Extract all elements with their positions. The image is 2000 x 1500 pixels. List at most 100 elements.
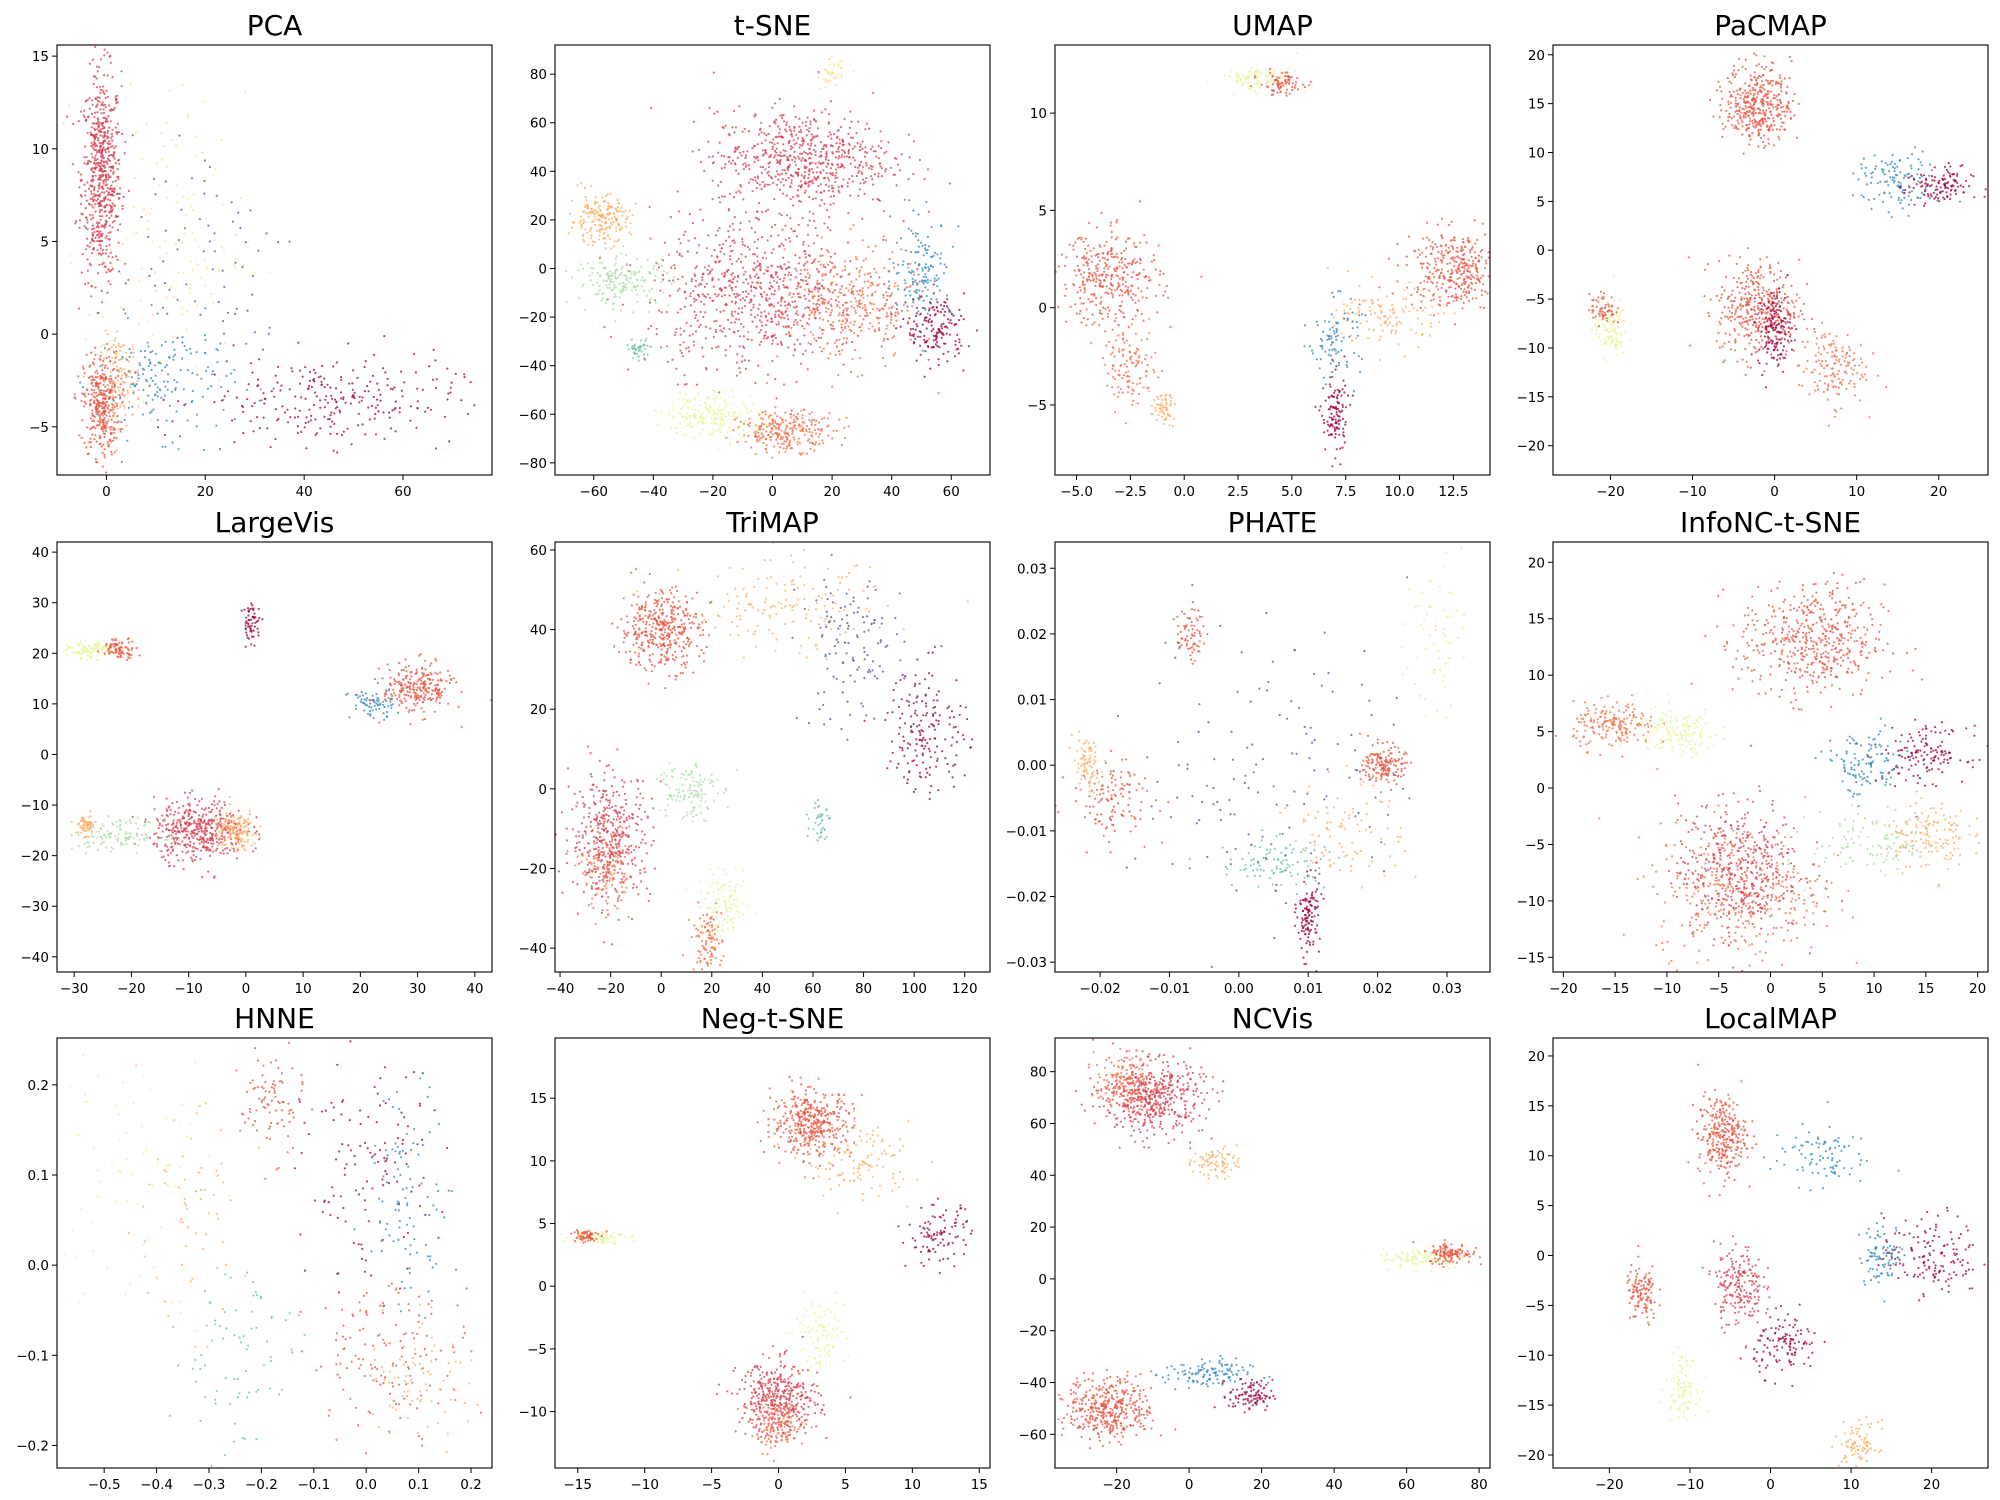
point (837, 145, 841, 148)
point (307, 420, 310, 424)
point (892, 354, 895, 357)
point (628, 276, 631, 279)
point (689, 414, 692, 417)
point (881, 357, 885, 360)
point (761, 411, 764, 414)
point (838, 312, 841, 315)
point (313, 380, 316, 383)
point (911, 277, 914, 280)
point (132, 205, 135, 209)
point (810, 311, 813, 315)
point (842, 309, 845, 312)
point (938, 346, 941, 349)
point (367, 406, 370, 409)
point (93, 227, 96, 230)
point (812, 109, 816, 112)
cluster-8 (890, 283, 979, 378)
point (773, 279, 776, 283)
point (98, 390, 101, 393)
point (741, 355, 744, 358)
point (1072, 248, 1075, 251)
point (758, 413, 761, 416)
point (96, 194, 99, 197)
point (735, 169, 738, 172)
point (94, 427, 97, 430)
point (933, 277, 936, 280)
point (657, 266, 661, 269)
point (104, 96, 107, 99)
point (723, 195, 726, 198)
point (840, 443, 844, 447)
point (784, 172, 788, 175)
point (620, 206, 623, 209)
point (930, 320, 934, 323)
point (106, 194, 110, 197)
point (859, 143, 862, 146)
point (88, 262, 91, 265)
point (124, 282, 127, 285)
point (773, 333, 777, 336)
point (622, 245, 625, 248)
point (100, 351, 103, 354)
point (81, 419, 84, 422)
point (111, 406, 114, 409)
point (847, 152, 850, 155)
point (90, 152, 93, 155)
point (98, 263, 101, 266)
point (866, 272, 870, 275)
point (96, 70, 99, 73)
point (93, 206, 96, 209)
point (606, 226, 609, 229)
point (129, 370, 132, 374)
point (684, 393, 688, 396)
point (111, 145, 114, 148)
point (903, 198, 906, 201)
point (415, 426, 418, 429)
point (189, 260, 192, 263)
point (276, 365, 280, 368)
point (120, 367, 123, 370)
point (814, 441, 818, 444)
point (756, 314, 759, 317)
point (762, 153, 766, 156)
point (111, 403, 114, 406)
point (774, 122, 777, 125)
point (707, 273, 710, 276)
point (801, 421, 804, 424)
point (107, 114, 110, 118)
point (132, 233, 135, 236)
point (747, 434, 750, 437)
axes-frame (554, 44, 991, 476)
point (756, 440, 759, 443)
point (776, 343, 779, 346)
point (811, 297, 814, 300)
point (96, 394, 99, 397)
point (154, 374, 157, 377)
point (148, 384, 151, 387)
point (765, 425, 769, 429)
point (222, 408, 225, 411)
point (753, 286, 756, 289)
point (787, 331, 791, 334)
point (104, 195, 107, 198)
point (186, 419, 189, 422)
point (97, 201, 101, 204)
point (813, 314, 816, 317)
point (807, 143, 810, 146)
point (435, 378, 438, 381)
point (718, 287, 721, 291)
point (123, 406, 126, 409)
point (98, 162, 101, 165)
point (890, 306, 893, 309)
point (647, 270, 650, 274)
point (825, 152, 828, 156)
point (736, 294, 739, 297)
point (807, 306, 810, 309)
point (757, 364, 760, 367)
point (296, 431, 299, 435)
point (150, 418, 153, 421)
point (258, 427, 261, 430)
point (856, 141, 859, 145)
point (693, 412, 696, 415)
point (109, 432, 112, 435)
